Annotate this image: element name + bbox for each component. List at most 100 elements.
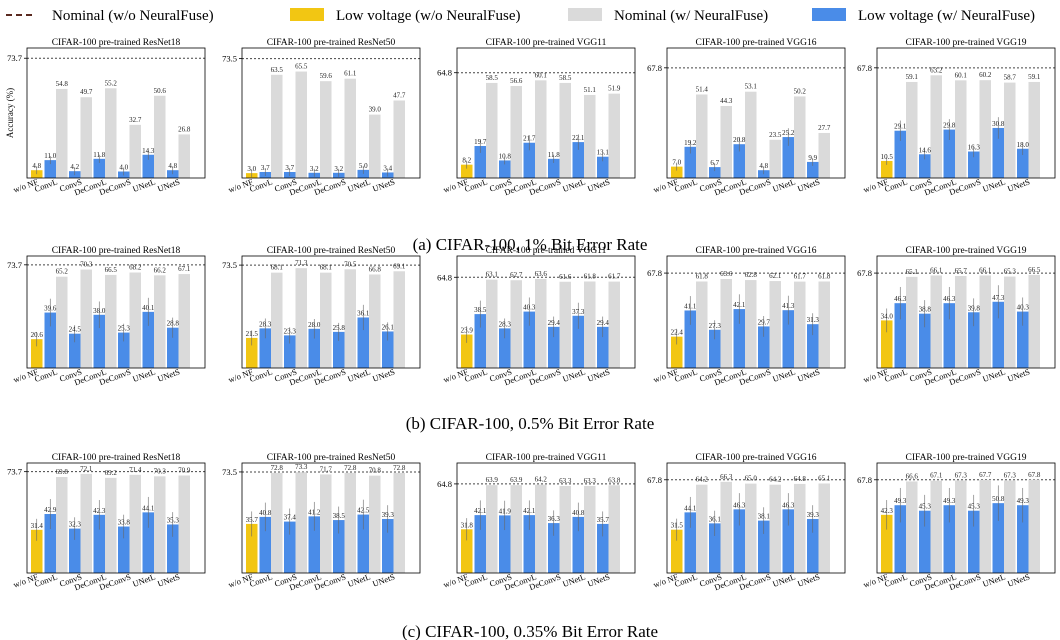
legend-label-0: Nominal (w/o NeuralFuse) xyxy=(52,8,214,24)
panel-vgg11: CIFAR-100 pre-trained VGG11 64.8 8.2 58.5 19… xyxy=(437,38,636,197)
x-tick-label: UNetL xyxy=(131,366,157,383)
x-tick-label: UNetS xyxy=(796,366,821,383)
bar-nominal-unets xyxy=(608,281,620,368)
panel-frame xyxy=(26,462,206,574)
value-label-low: 3.7 xyxy=(261,164,270,172)
value-label-low: 47.3 xyxy=(992,294,1005,302)
panels: (a) CIFAR-100, 1% Bit Error RateCIFAR-10… xyxy=(5,38,1056,640)
bar-low-unets xyxy=(597,523,609,573)
value-label-low: 21.7 xyxy=(523,135,536,143)
value-label-nominal: 66.3 xyxy=(720,473,733,481)
panel-frame xyxy=(26,255,206,369)
bar-nominal-deconvs xyxy=(769,281,781,368)
bar-low-unetl xyxy=(992,503,1004,573)
panel-resnet50: CIFAR-100 pre-trained ResNet50 73.5 21.5 68… xyxy=(222,246,421,387)
value-label-nominal: 62.1 xyxy=(769,272,782,280)
value-label-nominal: 62.8 xyxy=(745,271,758,279)
bar-low-unets xyxy=(597,156,609,178)
panel-vgg19: CIFAR-100 pre-trained VGG19 67.8 10.5 59.1 2… xyxy=(857,38,1056,197)
bar-nominal-deconvl xyxy=(320,81,332,178)
value-label-low: 19.2 xyxy=(684,139,697,147)
value-label-nominal: 67.3 xyxy=(955,471,968,479)
value-label-nominal: 66.5 xyxy=(105,266,118,274)
bar-baseline xyxy=(671,529,683,573)
legend-label-1: Low voltage (w/o NeuralFuse) xyxy=(336,8,521,24)
x-tick-label: UNetS xyxy=(371,571,396,588)
bar-nominal-unets xyxy=(393,472,405,573)
value-label-nominal: 71.7 xyxy=(320,465,333,473)
bar-nominal-convl xyxy=(696,94,708,178)
bar-nominal-convl xyxy=(696,484,708,573)
bar-nominal-unetl xyxy=(369,274,381,368)
y-axis-label: Accuracy (%) xyxy=(5,88,15,138)
bar-nominal-deconvs xyxy=(129,124,141,178)
value-label-nominal: 63.9 xyxy=(510,476,523,484)
value-label-baseline: 8.2 xyxy=(462,157,471,165)
value-label-low: 29.1 xyxy=(894,123,907,131)
bar-nominal-deconvs xyxy=(979,275,991,368)
value-label-nominal: 44.3 xyxy=(720,97,733,105)
value-label-low: 46.3 xyxy=(782,501,795,509)
bar-nominal-deconvs xyxy=(344,269,356,368)
value-label-nominal: 70.5 xyxy=(344,260,357,268)
value-label-nominal: 73.3 xyxy=(295,463,308,471)
bar-nominal-deconvl xyxy=(105,477,117,573)
row-2: (c) CIFAR-100, 0.35% Bit Error Rate CIFAR… xyxy=(7,453,1056,640)
value-label-nominal: 65.7 xyxy=(955,267,968,275)
bar-low-deconvs xyxy=(758,520,770,573)
legend-low-swatch xyxy=(812,8,846,21)
value-label-nominal: 64.2 xyxy=(696,476,709,484)
value-label-low: 40.1 xyxy=(142,304,155,312)
bar-low-convs xyxy=(284,335,296,368)
bar-low-unetl xyxy=(357,317,369,368)
value-label-nominal: 66.2 xyxy=(154,266,167,274)
value-label-nominal: 72.1 xyxy=(80,465,93,473)
bar-baseline xyxy=(881,320,893,368)
bar-low-deconvs xyxy=(333,331,345,368)
panel-vgg16: CIFAR-100 pre-trained VGG16 67.8 31.5 64.2 4… xyxy=(647,453,846,592)
value-label-nominal: 49.7 xyxy=(80,88,93,96)
legend: Nominal (w/o NeuralFuse) Low voltage (w/… xyxy=(6,8,1035,24)
y-tick-label: 73.5 xyxy=(222,260,237,270)
row-1: (b) CIFAR-100, 0.5% Bit Error Rate CIFAR-… xyxy=(7,246,1056,433)
bar-low-deconvl xyxy=(733,309,745,368)
value-label-low: 23.3 xyxy=(284,327,297,335)
x-tick-label: UNetS xyxy=(371,366,396,383)
bar-low-convs xyxy=(499,515,511,573)
value-label-low: 37.3 xyxy=(572,308,585,316)
row-caption: (c) CIFAR-100, 0.35% Bit Error Rate xyxy=(402,622,658,640)
value-label-nominal: 61.1 xyxy=(344,70,357,78)
value-label-low: 38.1 xyxy=(758,513,771,521)
value-label-nominal: 47.7 xyxy=(393,91,406,99)
value-label-low: 39.3 xyxy=(382,511,395,519)
value-label-nominal: 63.2 xyxy=(930,66,943,74)
bar-low-convl xyxy=(894,505,906,573)
bar-low-convl xyxy=(474,314,486,368)
panel-frame xyxy=(876,462,1056,574)
value-label-low: 3.7 xyxy=(285,164,294,172)
bar-low-deconvl xyxy=(733,144,745,178)
value-label-low: 11.0 xyxy=(44,152,56,160)
panel-title: CIFAR-100 pre-trained ResNet18 xyxy=(52,38,181,48)
bar-nominal-unetl xyxy=(1004,480,1016,573)
bar-low-unets xyxy=(807,324,819,368)
bar-baseline xyxy=(246,337,258,368)
value-label-baseline: 31.4 xyxy=(31,522,44,530)
bar-nominal-deconvs xyxy=(769,139,781,178)
value-label-low: 11.8 xyxy=(548,151,560,159)
y-tick-label: 67.8 xyxy=(857,268,872,278)
panel-title: CIFAR-100 pre-trained VGG11 xyxy=(486,38,607,48)
panel-resnet50: CIFAR-100 pre-trained ResNet50 73.5 3.0 63.… xyxy=(222,38,421,197)
bar-low-deconvs xyxy=(548,523,560,573)
bar-nominal-convs xyxy=(510,280,522,368)
bar-baseline xyxy=(671,336,683,368)
bar-baseline xyxy=(31,529,43,573)
value-label-baseline: 31.5 xyxy=(671,522,684,530)
x-tick-label: UNetL xyxy=(346,176,372,193)
bar-low-deconvl xyxy=(523,142,535,178)
bar-low-convs xyxy=(709,329,721,368)
bar-nominal-unetl xyxy=(584,485,596,573)
value-label-nominal: 66.8 xyxy=(369,265,382,273)
y-tick-label: 67.8 xyxy=(857,475,872,485)
